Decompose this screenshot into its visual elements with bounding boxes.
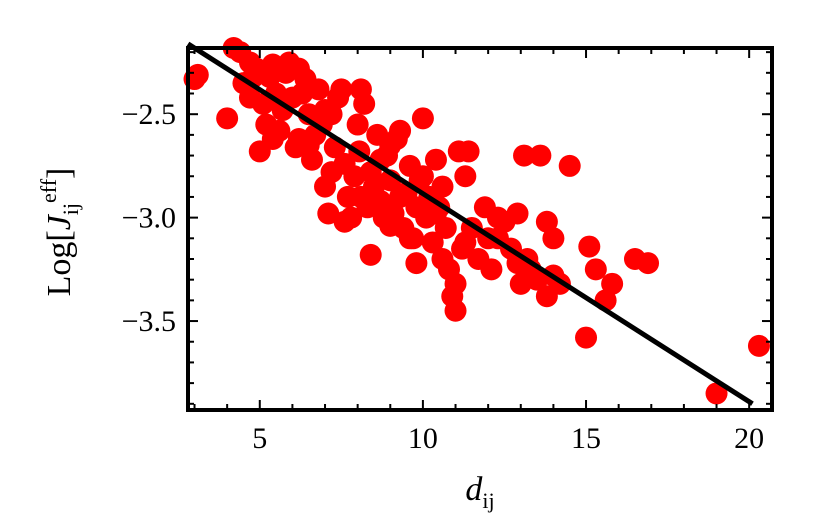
data-point (411, 165, 434, 188)
data-point (454, 165, 477, 188)
data-point (307, 78, 330, 101)
data-point (457, 140, 480, 163)
data-point (542, 227, 565, 250)
data-point (330, 78, 353, 101)
data-point (398, 227, 421, 250)
data-point (405, 252, 428, 275)
data-point (287, 128, 310, 151)
data-point (411, 107, 434, 130)
x-axis-label: dij (465, 471, 494, 513)
data-point (216, 107, 239, 130)
data-point (454, 231, 477, 254)
data-point (444, 272, 467, 295)
data-point (535, 210, 558, 233)
data-point (705, 382, 728, 405)
y-tick-label: −2.5 (122, 98, 176, 131)
data-point (359, 243, 382, 266)
data-point (261, 128, 284, 151)
y-tick-label: −3.0 (122, 202, 176, 235)
x-tick-label: 15 (571, 422, 601, 455)
data-point (506, 202, 529, 225)
data-point (584, 258, 607, 281)
data-point (480, 258, 503, 281)
data-point (578, 235, 601, 258)
data-point (320, 161, 343, 184)
data-point (747, 334, 770, 357)
x-tick-label: 10 (408, 422, 438, 455)
data-point (346, 113, 369, 136)
data-point (421, 231, 444, 254)
data-point (513, 144, 536, 167)
data-point (486, 206, 509, 229)
data-point (637, 252, 660, 275)
data-point (558, 154, 581, 177)
data-point (431, 247, 454, 270)
data-point (238, 86, 261, 109)
data-point (353, 92, 376, 115)
data-point (333, 210, 356, 233)
x-tick-label: 20 (734, 422, 764, 455)
data-point (379, 214, 402, 237)
data-point (300, 148, 323, 171)
fit-line-layer (186, 41, 754, 406)
data-point (431, 175, 454, 198)
data-point (601, 272, 624, 295)
data-point (317, 202, 340, 225)
data-point (186, 63, 209, 86)
data-point (575, 326, 598, 349)
data-point (444, 299, 467, 322)
y-axis-label: Log[Jijeff] (36, 168, 83, 297)
plot-frame (186, 46, 774, 412)
points-layer (183, 37, 770, 405)
x-tick-label: 5 (252, 422, 267, 455)
fit-line (186, 41, 754, 406)
data-point (424, 148, 447, 171)
y-tick-label: −3.5 (122, 305, 176, 338)
data-point (529, 144, 552, 167)
ticks-layer: 5 10 15 20 −2.5 −3.0 −3.5 (122, 48, 772, 455)
data-point (379, 134, 402, 157)
data-point (349, 185, 372, 208)
